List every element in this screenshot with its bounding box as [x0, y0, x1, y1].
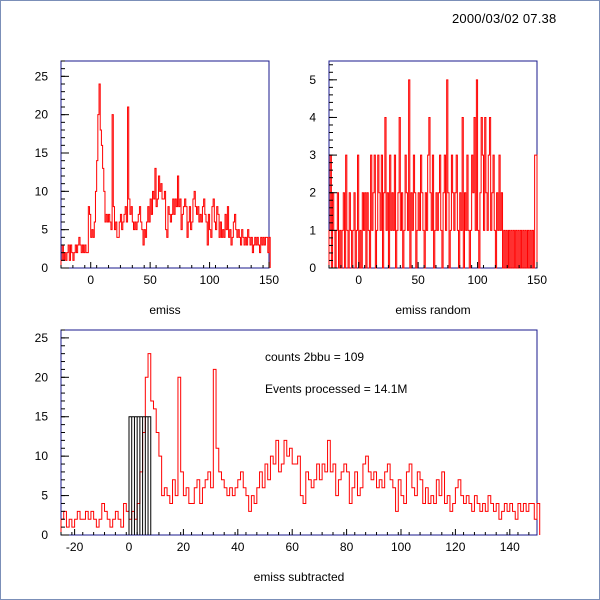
y-tick-label: 0 — [41, 261, 48, 275]
histogram-line-emiss — [60, 83, 271, 268]
x-tick-label: 40 — [231, 540, 245, 554]
annotation-text: counts 2bbu = 109 — [265, 350, 364, 364]
histogram-line-emiss-subtracted — [60, 353, 541, 535]
x-tick-label: 50 — [411, 273, 425, 287]
y-tick-label: 15 — [35, 410, 49, 424]
x-tick-label: 0 — [355, 273, 362, 287]
annotation-text: Events processed = 14.1M — [265, 382, 407, 396]
x-tick-label: -20 — [66, 540, 84, 554]
x-axis-label: emiss random — [395, 303, 470, 317]
x-axis-label: emiss subtracted — [254, 570, 345, 584]
y-tick-label: 2 — [309, 186, 316, 200]
x-tick-label: 20 — [177, 540, 191, 554]
y-tick-label: 3 — [309, 148, 316, 162]
x-tick-label: 0 — [126, 540, 133, 554]
y-tick-label: 1 — [309, 223, 316, 237]
y-tick-label: 25 — [35, 69, 49, 83]
x-axis-label: emiss — [149, 303, 180, 317]
x-tick-label: 100 — [391, 540, 411, 554]
y-tick-label: 0 — [41, 528, 48, 542]
y-tick-label: 20 — [35, 370, 49, 384]
x-tick-label: 80 — [340, 540, 354, 554]
y-tick-label: 15 — [35, 146, 49, 160]
y-tick-label: 5 — [41, 223, 48, 237]
x-tick-label: 60 — [286, 540, 300, 554]
timestamp-label: 2000/03/02 07.38 — [452, 11, 557, 26]
y-tick-label: 0 — [309, 261, 316, 275]
x-tick-label: 50 — [143, 273, 157, 287]
y-tick-label: 25 — [35, 331, 49, 345]
x-tick-label: 150 — [527, 273, 547, 287]
x-tick-label: 140 — [500, 540, 520, 554]
y-tick-label: 5 — [309, 73, 316, 87]
x-tick-label: 100 — [200, 273, 220, 287]
x-tick-label: 100 — [468, 273, 488, 287]
y-tick-label: 4 — [309, 110, 316, 124]
y-tick-label: 20 — [35, 108, 49, 122]
x-tick-label: 0 — [87, 273, 94, 287]
overlay-histogram-emiss-subtracted — [128, 416, 152, 535]
x-tick-label: 120 — [445, 540, 465, 554]
plot-frame-emiss — [60, 60, 270, 269]
y-tick-label: 10 — [35, 449, 49, 463]
y-tick-label: 10 — [35, 184, 49, 198]
x-tick-label: 150 — [259, 273, 279, 287]
histogram-line-emiss-random — [328, 79, 538, 269]
y-tick-label: 5 — [41, 489, 48, 503]
